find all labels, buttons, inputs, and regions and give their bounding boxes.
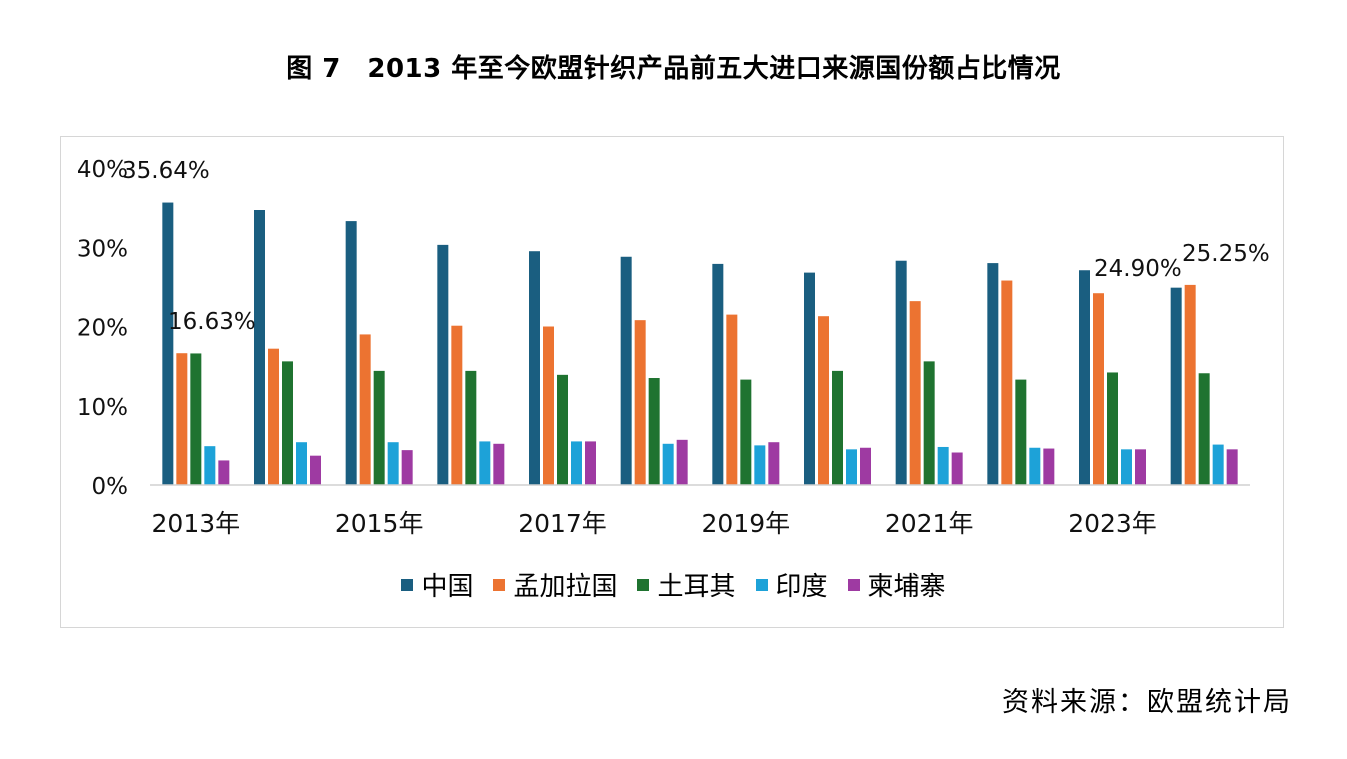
y-tick-label: 10% xyxy=(77,395,128,421)
x-tick-label: 2021年 xyxy=(885,509,974,538)
bar xyxy=(1135,449,1146,485)
x-tick-label: 2017年 xyxy=(518,509,607,538)
legend-item: 土耳其 xyxy=(637,566,736,603)
bar xyxy=(387,442,399,485)
x-tick-label: 2015年 xyxy=(335,509,424,538)
bar xyxy=(543,326,554,485)
bar xyxy=(479,441,491,485)
source-note: 资料来源：欧盟统计局 xyxy=(1002,687,1292,718)
bar xyxy=(909,301,921,485)
bar xyxy=(754,445,766,485)
bar xyxy=(585,441,596,485)
legend-label: 中国 xyxy=(421,572,474,602)
bar xyxy=(1107,372,1118,485)
bar xyxy=(437,244,449,485)
bar xyxy=(1121,449,1132,485)
bar xyxy=(373,370,385,485)
legend-swatch xyxy=(847,578,860,591)
x-tick-label: 2023年 xyxy=(1068,509,1157,538)
bar xyxy=(218,460,230,485)
bar xyxy=(282,361,293,485)
bar xyxy=(310,455,321,485)
x-tick-label: 2013年 xyxy=(152,509,241,538)
x-tick-label: 2019年 xyxy=(702,509,791,538)
bar xyxy=(804,272,815,485)
bar xyxy=(571,441,582,485)
bar xyxy=(359,334,371,485)
bar xyxy=(768,442,780,485)
bar xyxy=(1043,448,1055,485)
bar xyxy=(832,370,843,485)
bar xyxy=(176,353,188,485)
bar xyxy=(268,348,279,485)
bar xyxy=(937,446,949,485)
bar xyxy=(1001,280,1013,485)
bar xyxy=(204,446,216,485)
legend-item: 印度 xyxy=(755,566,828,603)
legend-label: 土耳其 xyxy=(657,572,736,602)
bar xyxy=(493,443,505,485)
bar-series xyxy=(162,202,1238,486)
y-tick-label: 40% xyxy=(77,157,128,183)
data-label: 35.64% xyxy=(122,158,210,184)
legend-swatch xyxy=(755,578,768,591)
legend-label: 印度 xyxy=(775,572,828,602)
bar xyxy=(662,443,674,485)
bar xyxy=(634,320,646,485)
y-tick-label: 0% xyxy=(92,474,129,500)
bar xyxy=(1079,270,1090,485)
legend-label: 柬埔寨 xyxy=(867,572,946,602)
bar xyxy=(987,263,999,485)
bar xyxy=(465,370,477,485)
bar xyxy=(162,202,174,486)
bar xyxy=(1198,373,1210,485)
bar xyxy=(818,316,829,485)
data-label: 16.63% xyxy=(168,309,256,335)
bar xyxy=(740,379,752,485)
bar xyxy=(1015,379,1027,485)
chart-legend: 中国 孟加拉国 土耳其 印度 柬埔寨 xyxy=(0,566,1347,603)
bar xyxy=(895,260,907,485)
x-axis-ticks: 2013年 2015年 2017年 2019年 2021年 2023年 xyxy=(152,509,1157,538)
legend-swatch xyxy=(493,578,506,591)
bar xyxy=(1170,287,1182,485)
bar xyxy=(860,447,871,485)
bar xyxy=(676,439,688,485)
bar xyxy=(1093,293,1104,485)
y-tick-label: 20% xyxy=(77,316,128,342)
bar xyxy=(296,442,307,485)
bar xyxy=(951,452,963,485)
y-tick-label: 30% xyxy=(77,236,128,262)
legend-item: 中国 xyxy=(401,566,473,603)
bar xyxy=(345,221,357,485)
bar xyxy=(1029,447,1041,485)
bar xyxy=(1226,449,1238,485)
bar xyxy=(923,361,935,485)
bar xyxy=(1212,444,1224,485)
y-axis-ticks: 0% 10% 20% 30% 40% xyxy=(77,157,128,500)
data-label: 24.90% xyxy=(1094,256,1182,282)
bar xyxy=(557,374,568,485)
data-label: 25.25% xyxy=(1182,241,1270,267)
bar xyxy=(648,378,660,485)
legend-swatch xyxy=(637,578,650,591)
data-labels: 35.64% 16.63% 24.90%25.25% xyxy=(122,158,1270,335)
bar xyxy=(529,251,540,485)
bar xyxy=(451,325,463,485)
legend-item: 柬埔寨 xyxy=(847,566,946,603)
bar xyxy=(712,263,724,485)
legend-label: 孟加拉国 xyxy=(513,572,618,602)
bar xyxy=(846,449,857,485)
bar xyxy=(254,210,265,485)
bar xyxy=(190,353,202,485)
bar xyxy=(1184,284,1196,485)
bar xyxy=(726,314,738,485)
chart-title: 图 7 2013 年至今欧盟针织产品前五大进口来源国份额占比情况 xyxy=(286,54,1061,84)
bar xyxy=(620,256,632,485)
legend-swatch xyxy=(401,578,414,591)
bar xyxy=(401,450,413,485)
legend-item: 孟加拉国 xyxy=(493,566,617,603)
